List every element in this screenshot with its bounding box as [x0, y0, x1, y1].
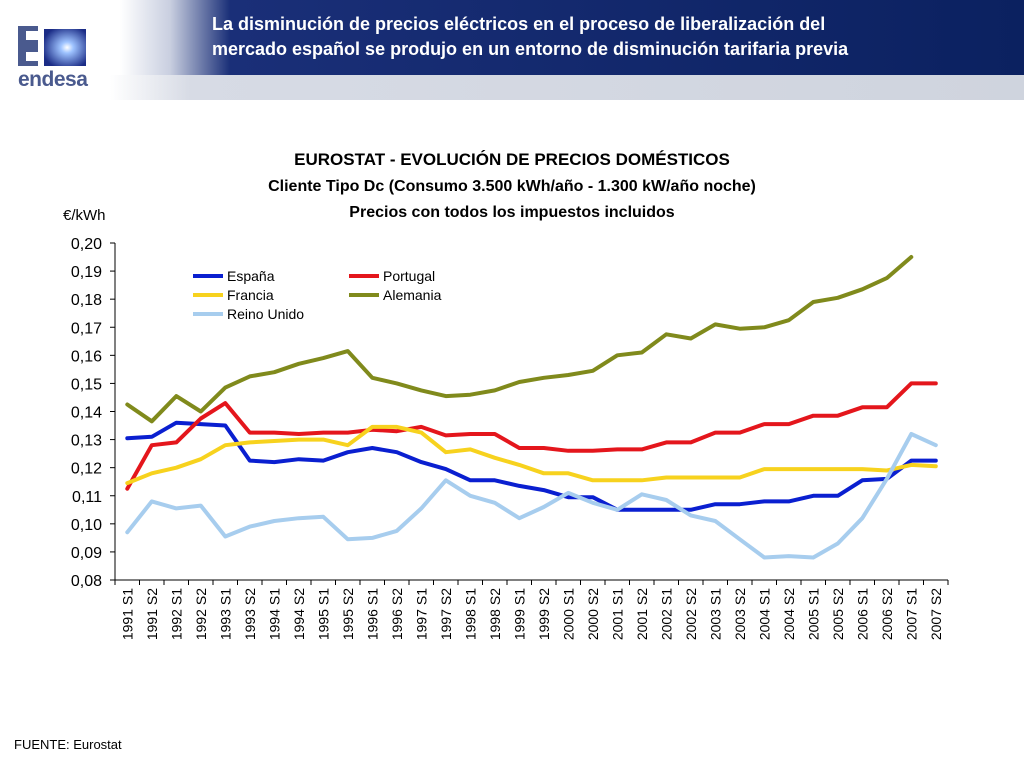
y-tick-label: 0,17 [71, 320, 102, 337]
y-tick-label: 0,10 [71, 517, 102, 534]
x-tick-label: 1996 S1 [364, 588, 380, 640]
y-tick-label: 0,09 [71, 545, 102, 562]
x-tick-label: 2005 S1 [805, 588, 821, 640]
series-line-reino-unido [125, 432, 938, 560]
series-line-alemania [125, 255, 914, 424]
x-tick-label: 1992 S1 [168, 588, 184, 640]
page-title-line2: mercado español se produjo en un entorno… [212, 39, 849, 59]
header-strip [0, 75, 1024, 100]
x-tick-label: 2003 S1 [707, 588, 723, 640]
x-tick-label: 2004 S2 [781, 588, 797, 640]
price-chart: EUROSTAT - EVOLUCIÓN DE PRECIOS DOMÉSTIC… [63, 150, 949, 640]
x-tick-label: 1995 S1 [315, 588, 331, 640]
y-tick-label: 0,19 [71, 264, 102, 281]
y-tick-label: 0,13 [71, 433, 102, 450]
y-tick-label: 0,08 [71, 573, 102, 590]
y-axis-label: €/kWh [63, 207, 106, 224]
y-tick-label: 0,11 [72, 489, 102, 506]
x-tick-label: 2002 S2 [683, 588, 699, 640]
x-tick-label: 1999 S2 [536, 588, 552, 640]
legend-label: Alemania [383, 287, 442, 303]
x-tick-label: 2007 S1 [903, 588, 919, 640]
page-title: La disminución de precios eléctricos en … [212, 12, 1002, 62]
x-tick-label: 2003 S2 [732, 588, 748, 640]
x-tick-label: 2006 S1 [854, 588, 870, 640]
y-tick-label: 0,14 [71, 405, 102, 422]
header: endesa La disminución de precios eléctri… [0, 0, 1024, 100]
x-tick-label: 1992 S2 [193, 588, 209, 640]
x-tick-label: 2005 S2 [830, 588, 846, 640]
x-tick-label: 1997 S1 [413, 588, 429, 640]
x-tick-label: 2000 S1 [560, 588, 576, 640]
series-layer [125, 255, 938, 560]
series-line-francia [125, 424, 938, 486]
legend-label: Reino Unido [227, 306, 304, 322]
chart-subtitle: Cliente Tipo Dc (Consumo 3.500 kWh/año -… [268, 178, 756, 195]
x-tick-label: 1994 S1 [266, 588, 282, 640]
x-tick-label: 1997 S2 [438, 588, 454, 640]
chart-title: EUROSTAT - EVOLUCIÓN DE PRECIOS DOMÉSTIC… [294, 150, 730, 169]
x-tick-label: 2000 S2 [585, 588, 601, 640]
endesa-e-logo-icon [18, 26, 86, 66]
y-tick-label: 0,18 [71, 292, 102, 309]
legend-label: Portugal [383, 268, 435, 284]
y-tick-label: 0,16 [71, 348, 102, 365]
x-tick-label: 2002 S1 [658, 588, 674, 640]
x-tick-label: 2001 S1 [609, 588, 625, 640]
page-title-line1: La disminución de precios eléctricos en … [212, 14, 826, 34]
x-tick-label: 1991 S1 [119, 588, 135, 640]
x-tick-label: 1991 S2 [144, 588, 160, 640]
x-tick-label: 2006 S2 [879, 588, 895, 640]
x-tick-label: 1999 S1 [511, 588, 527, 640]
x-tick-label: 2001 S2 [634, 588, 650, 640]
series-line-portugal [125, 381, 938, 491]
chart-legend: España Portugal Francia Alemania Reino Unido [180, 263, 488, 326]
endesa-logo: endesa [12, 22, 102, 97]
y-tick-label: 0,15 [71, 376, 102, 393]
x-tick-label: 1998 S1 [462, 588, 478, 640]
x-tick-label: 1993 S1 [217, 588, 233, 640]
x-tick-label: 1993 S2 [242, 588, 258, 640]
y-tick-label: 0,20 [71, 236, 102, 253]
y-tick-label: 0,12 [71, 461, 102, 478]
header-bar [0, 0, 1024, 75]
x-tick-label: 1998 S2 [487, 588, 503, 640]
legend-background [180, 263, 488, 326]
logo-text: endesa [18, 68, 88, 91]
chart-subtitle-2: Precios con todos los impuestos incluido… [349, 204, 674, 221]
x-tick-label: 1996 S2 [389, 588, 405, 640]
x-tick-label: 2007 S2 [928, 588, 944, 640]
x-tick-label: 2004 S1 [756, 588, 772, 640]
series-line-espana [125, 420, 938, 512]
legend-label: Francia [227, 287, 274, 303]
source-note: FUENTE: Eurostat [14, 737, 122, 752]
x-tick-label: 1994 S2 [291, 588, 307, 640]
chart-axes: 0,20 0,19 0,18 0,17 0,16 0,15 0,14 0,13 0,12 0,11… [71, 236, 949, 640]
x-tick-label: 1995 S2 [340, 588, 356, 640]
legend-label: España [227, 268, 275, 284]
